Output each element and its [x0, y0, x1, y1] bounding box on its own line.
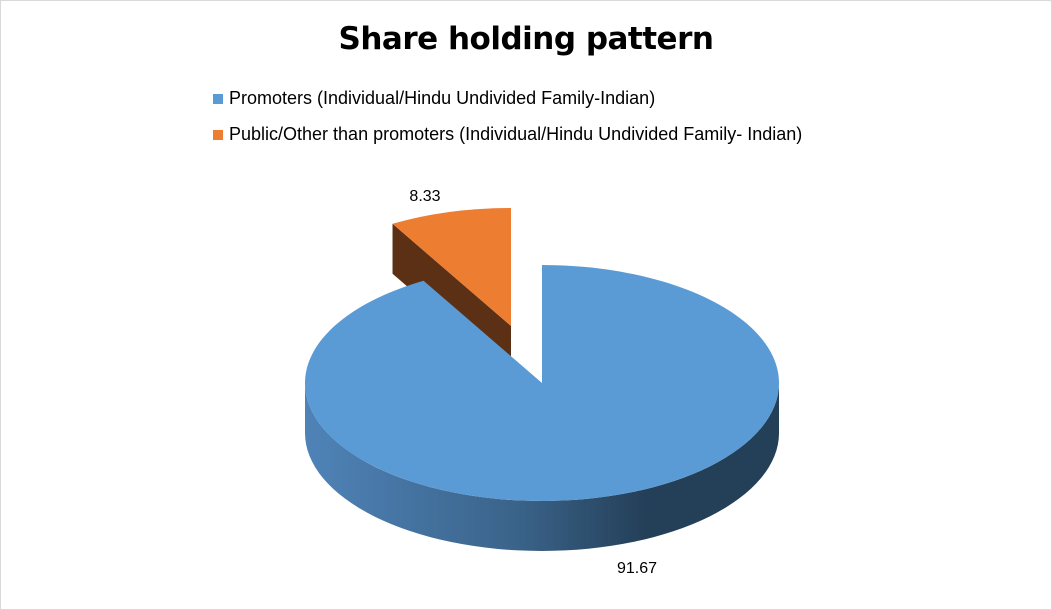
slice-promoters	[305, 265, 779, 501]
legend-item-public: Public/Other than promoters (Individual/…	[213, 124, 802, 145]
data-label-promoters: 91.67	[617, 560, 657, 577]
chart-title: Share holding pattern	[338, 21, 714, 57]
slice-public	[392, 208, 511, 326]
legend-swatch-public	[213, 129, 223, 140]
legend-label-promoters: Promoters (Individual/Hindu Undivided Fa…	[229, 88, 656, 108]
legend-swatch-promoters	[213, 93, 223, 104]
legend-label-public: Public/Other than promoters (Individual/…	[229, 124, 803, 144]
legend-item-promoters: Promoters (Individual/Hindu Undivided Fa…	[213, 88, 655, 109]
slice-side-promoters	[305, 383, 779, 551]
data-label-public: 8.33	[409, 188, 440, 205]
